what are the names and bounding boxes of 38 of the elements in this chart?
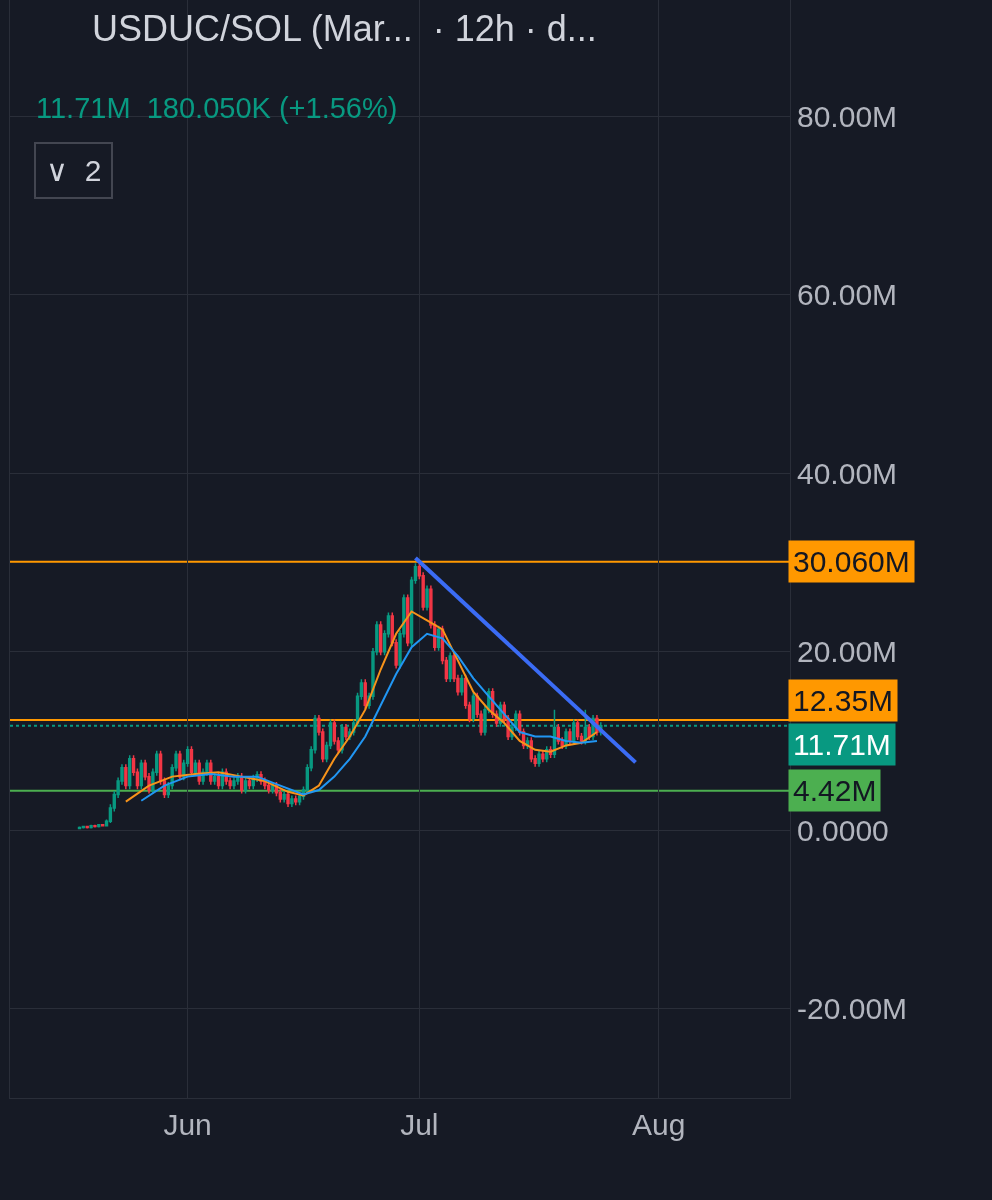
y-tick-label: 0.0000 <box>797 813 889 847</box>
candlestick <box>448 651 452 683</box>
ref-line-label: 4.42M <box>793 774 877 807</box>
x-tick-label: Jun <box>163 1108 212 1141</box>
candlestick <box>139 758 143 790</box>
candlestick <box>128 754 132 790</box>
candlestick <box>575 718 580 741</box>
candlestick <box>425 584 429 612</box>
annotation: ∨ 2 <box>46 154 102 187</box>
candlestick <box>587 723 591 741</box>
candlestick <box>344 723 348 741</box>
x-tick-label: Jul <box>400 1108 439 1141</box>
ref-line-label: 12.35M <box>793 684 894 717</box>
candlestick <box>568 727 572 746</box>
candlestick <box>282 790 286 804</box>
y-tick-label: 20.00M <box>797 635 898 669</box>
candlestick <box>541 750 545 764</box>
candlestick <box>243 776 248 795</box>
candlestick <box>460 674 464 697</box>
x-tick-label: Aug <box>632 1108 686 1141</box>
candlestick <box>379 620 383 656</box>
candlestick <box>286 790 290 808</box>
text: 11.71M 180.050K (+1.56%) <box>36 92 398 124</box>
y-tick-label: -20.00M <box>797 992 908 1026</box>
y-tick-label: 60.00M <box>797 278 898 312</box>
candlestick <box>294 794 298 806</box>
candlestick <box>89 824 93 830</box>
y-tick-label: 40.00M <box>797 456 898 490</box>
candlestick <box>537 750 541 768</box>
chart-title: USDUC/SOL (Mar... · 12h · d... <box>92 8 597 49</box>
y-tick-label: 80.00M <box>797 99 898 133</box>
candlestick <box>124 763 128 790</box>
candlestick <box>232 776 236 790</box>
ref-line-label: 11.71M <box>793 728 891 761</box>
candlestick <box>178 750 182 781</box>
ref-line-label: 30.060M <box>793 545 910 578</box>
candlestick <box>97 823 101 829</box>
candlestick <box>290 794 294 808</box>
